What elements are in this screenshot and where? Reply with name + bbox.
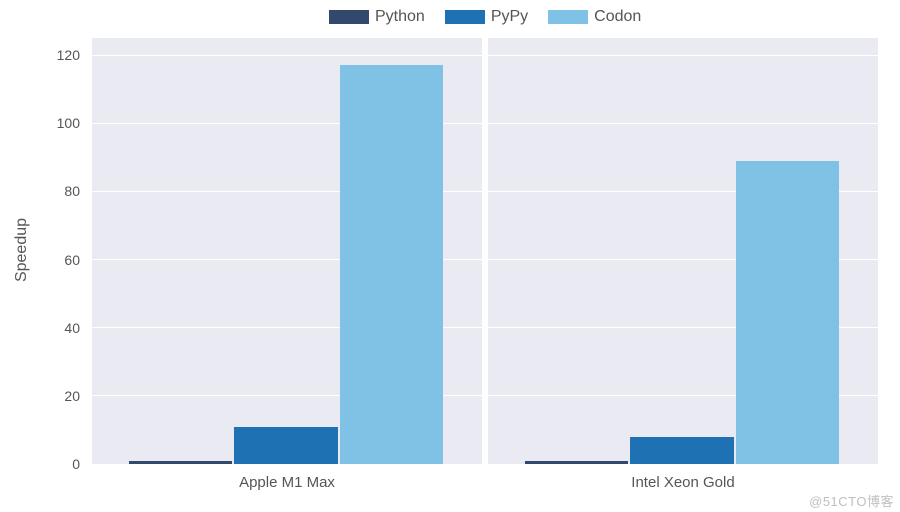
y-tick-label: 100 [0,115,80,131]
legend-label: PyPy [491,8,528,26]
x-tick-label: Apple M1 Max [239,474,335,491]
y-tick-label: 60 [0,252,80,268]
watermark-text: @51CTO博客 [809,491,894,510]
legend-item: Python [329,8,425,26]
y-tick-label: 20 [0,388,80,404]
legend-item: Codon [548,8,641,26]
legend-swatch [329,10,369,24]
bar-pypy [234,427,337,464]
legend-label: Codon [594,8,641,26]
legend-swatch [548,10,588,24]
panel-divider [482,38,488,464]
y-tick-label: 40 [0,320,80,336]
legend-item: PyPy [445,8,528,26]
bar-chart: 0 20 40 60 80 100 120 Speedup Apple M1 Max Intel … [0,0,900,512]
y-axis-label: Speedup [13,200,31,300]
bar-python [525,461,628,464]
y-tick-label: 120 [0,47,80,63]
bar-codon [736,161,839,464]
legend-label: Python [375,8,425,26]
y-tick-label: 0 [0,456,80,472]
x-tick-label: Intel Xeon Gold [631,474,734,491]
bar-codon [340,65,443,464]
legend-swatch [445,10,485,24]
y-tick-label: 80 [0,183,80,199]
legend: Python PyPy Codon [329,8,641,26]
bar-pypy [630,437,733,464]
bar-python [129,461,232,464]
